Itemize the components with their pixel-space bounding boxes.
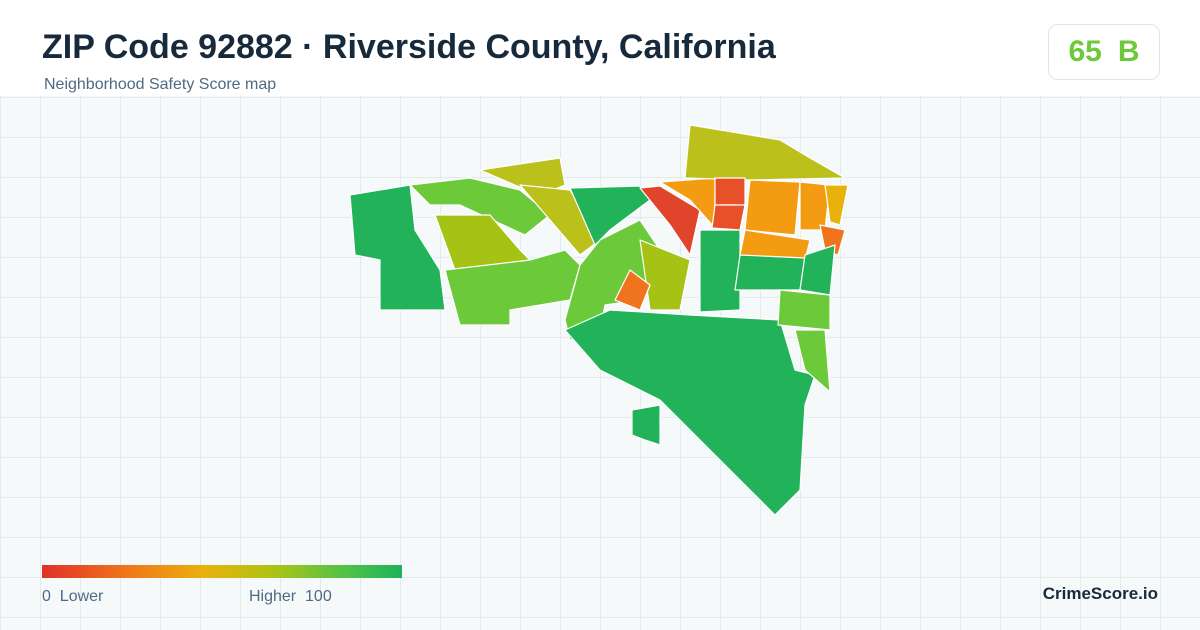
- region: [699, 229, 741, 313]
- region: [734, 254, 806, 291]
- region: [639, 239, 691, 311]
- region: [639, 185, 701, 256]
- score-badge: 65 B: [1048, 24, 1160, 80]
- legend-min-label: Lower: [59, 588, 104, 605]
- region: [684, 124, 846, 181]
- region: [614, 269, 651, 311]
- region: [711, 204, 746, 231]
- region: [794, 329, 831, 393]
- region: [409, 177, 551, 236]
- score-grade: B: [1117, 35, 1140, 68]
- header-bar: [0, 0, 1200, 96]
- region: [824, 184, 849, 226]
- subtitle: Neighborhood Safety Score map: [44, 76, 277, 93]
- region: [631, 404, 661, 446]
- region: [564, 309, 816, 516]
- legend-min-value: 0: [42, 588, 51, 605]
- legend-max-value: 100: [305, 588, 332, 605]
- region: [519, 184, 601, 256]
- region: [777, 289, 831, 331]
- legend-max: Higher 100: [249, 588, 332, 606]
- region: [714, 177, 746, 206]
- legend-min: 0 Lower: [42, 588, 103, 606]
- brand: CrimeScore.io: [1042, 584, 1158, 603]
- score-value: 65: [1068, 35, 1102, 68]
- region: [744, 179, 801, 236]
- legend-gradient: [42, 565, 402, 578]
- legend-max-label: Higher: [249, 588, 297, 605]
- region: [349, 184, 446, 311]
- region: [569, 185, 651, 246]
- title: ZIP Code 92882 · Riverside County, Calif…: [42, 28, 776, 66]
